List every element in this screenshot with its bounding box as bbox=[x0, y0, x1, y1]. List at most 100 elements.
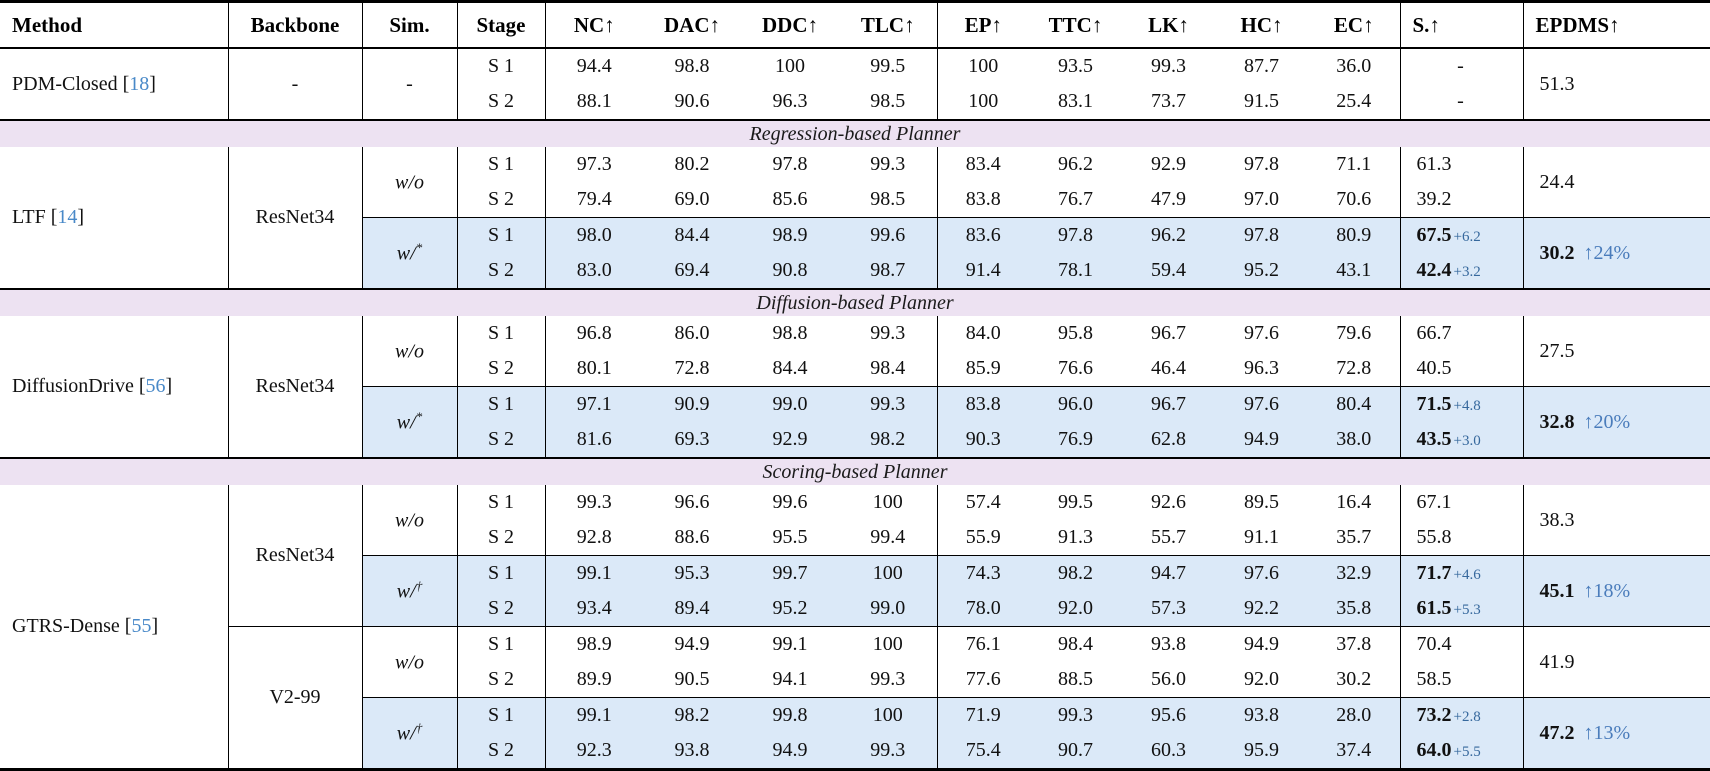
metric-cell: 96.8 bbox=[544, 316, 643, 351]
metric-cell: 98.2 bbox=[643, 697, 741, 733]
metric-cell: 78.0 bbox=[936, 591, 1029, 627]
table-row-ltf-wo-s2: S 2 79.4 69.0 85.6 98.5 83.8 76.7 47.9 9… bbox=[0, 182, 1710, 218]
metric-cell: 30.2 bbox=[1336, 668, 1372, 690]
epdms-cell: 32.8 ↑20% bbox=[1522, 386, 1710, 458]
metric-cell: 99.3 bbox=[1029, 697, 1122, 733]
metric-cell: 91.5 bbox=[1244, 90, 1279, 112]
metric-cell: 98.4 bbox=[870, 357, 906, 379]
metric-cell: 91.3 bbox=[1058, 526, 1093, 548]
metric-cell: 90.5 bbox=[674, 668, 710, 690]
metric-cell: 98.8 bbox=[772, 322, 808, 344]
metric-cell: 85.9 bbox=[936, 351, 1029, 387]
stage-cell: S 2 bbox=[456, 253, 545, 289]
table-row-dd-w-s1: w/* S 1 97.1 90.9 99.0 99.3 83.8 96.0 96… bbox=[0, 386, 1710, 458]
metric-cell: 97.6 bbox=[1215, 555, 1308, 591]
citation-link[interactable]: 18 bbox=[129, 72, 150, 95]
metric-cell: 96.6 bbox=[674, 491, 710, 513]
score-cell: 64.0 +5.5 bbox=[1399, 733, 1523, 770]
table-row-gtrs-r34-w-s1: w/† S 1 99.1 95.3 99.7 100 74.3 98.2 94.… bbox=[0, 555, 1710, 627]
citation-link[interactable]: 55 bbox=[131, 615, 152, 637]
metric-cell: 94.1 bbox=[772, 668, 808, 690]
score-cell: 40.5 bbox=[1399, 351, 1523, 387]
stage-cell: S 1 bbox=[456, 485, 545, 520]
stage-cell: S 2 bbox=[456, 733, 545, 770]
metric-cell: 100 bbox=[936, 48, 1029, 84]
metric-cell: 80.4 bbox=[1308, 386, 1400, 422]
bracket: [ bbox=[122, 72, 130, 95]
epdms-cell: 45.1 ↑18% bbox=[1522, 555, 1710, 627]
metric-cell: 93.4 bbox=[544, 591, 643, 627]
metric-cell: 92.3 bbox=[544, 733, 643, 770]
metric-cell: 89.9 bbox=[544, 662, 643, 698]
sim-cell: w/o bbox=[361, 316, 457, 387]
metric-cell: 99.6 bbox=[839, 217, 937, 253]
metric-cell: 95.8 bbox=[1058, 322, 1093, 344]
method-name: GTRS-Dense bbox=[12, 615, 120, 637]
table-row-dd-wo-s1: DiffusionDrive [56] ResNet34 w/o S 1 96.8… bbox=[0, 316, 1710, 458]
metric-cell: 91.1 bbox=[1244, 526, 1279, 548]
score-cell: 67.1 bbox=[1399, 485, 1523, 520]
section-header: Scoring-based Planner bbox=[0, 457, 1710, 485]
metric-cell: 99.3 bbox=[1151, 55, 1186, 77]
metric-cell: 100 bbox=[775, 55, 805, 77]
metric-cell: 76.9 bbox=[1029, 422, 1122, 458]
metric-cell: 98.0 bbox=[544, 217, 643, 253]
sim-cell: w/o bbox=[361, 626, 457, 698]
citation-link[interactable]: 56 bbox=[145, 375, 166, 397]
metric-cell: 55.7 bbox=[1151, 526, 1186, 548]
metric-cell: 77.6 bbox=[936, 662, 1029, 698]
sim-cell: w/† bbox=[361, 555, 457, 627]
metric-cell: 56.0 bbox=[1151, 668, 1186, 690]
backbone-cell: ResNet34 bbox=[227, 147, 362, 289]
metric-cell: 99.1 bbox=[741, 626, 839, 662]
stage-cell: S 1 bbox=[456, 217, 545, 253]
col-header-epdms: EPDMS↑ bbox=[1522, 1, 1710, 49]
metric-cell: 97.0 bbox=[1244, 188, 1279, 210]
metric-cell: 91.4 bbox=[936, 253, 1029, 289]
metric-cell: 88.6 bbox=[674, 526, 710, 548]
backbone-cell: - bbox=[227, 48, 362, 120]
metric-cell: 100 bbox=[936, 84, 1029, 120]
col-header-backbone: Backbone bbox=[227, 1, 362, 49]
metric-cell: 57.3 bbox=[1122, 591, 1215, 627]
metric-cell: 98.2 bbox=[839, 422, 937, 458]
metric-cell: 62.8 bbox=[1122, 422, 1215, 458]
metric-cell: 96.0 bbox=[1029, 386, 1122, 422]
metric-cell: 72.8 bbox=[1336, 357, 1372, 379]
metric-cell: 69.3 bbox=[643, 422, 741, 458]
metric-cell: 95.9 bbox=[1215, 733, 1308, 770]
col-header-nc: NC↑ bbox=[544, 1, 643, 49]
col-header-sim: Sim. bbox=[361, 1, 457, 49]
col-header-ec: EC↑ bbox=[1308, 1, 1400, 49]
backbone-cell: ResNet34 bbox=[227, 316, 362, 458]
method-name: LTF bbox=[12, 206, 46, 228]
metric-cell: 96.7 bbox=[1122, 386, 1215, 422]
metric-cell: 95.5 bbox=[772, 526, 808, 548]
method-cell-diffusiondrive: DiffusionDrive [56] bbox=[0, 316, 228, 458]
score-cell: 42.4 +3.2 bbox=[1399, 253, 1523, 289]
metric-cell: 97.3 bbox=[544, 147, 643, 182]
score-cell: 73.2 +2.8 bbox=[1399, 697, 1523, 733]
metric-cell: 16.4 bbox=[1336, 491, 1372, 513]
metric-cell: 98.9 bbox=[544, 626, 643, 662]
metric-cell: 71.1 bbox=[1336, 153, 1372, 175]
epdms-cell: 30.2 ↑24% bbox=[1522, 217, 1710, 289]
citation-link[interactable]: 14 bbox=[57, 206, 78, 228]
metric-cell: 97.8 bbox=[1215, 217, 1308, 253]
metric-cell: 92.0 bbox=[1244, 668, 1279, 690]
col-header-ep: EP↑ bbox=[936, 1, 1029, 49]
sim-cell: w/o bbox=[361, 147, 457, 218]
col-header-hc: HC↑ bbox=[1215, 1, 1308, 49]
method-cell-pdm: PDM-Closed [18] bbox=[0, 48, 228, 120]
stage-cell: S 1 bbox=[456, 386, 545, 422]
metric-cell: 80.9 bbox=[1308, 217, 1400, 253]
bracket: ] bbox=[149, 72, 156, 95]
metric-cell: 93.5 bbox=[1058, 55, 1093, 77]
table-row-gtrs-r34-w-s2: S 2 93.4 89.4 95.2 99.0 78.0 92.0 57.3 9… bbox=[0, 591, 1710, 627]
metric-cell: 99.5 bbox=[870, 55, 906, 77]
metric-cell: 92.6 bbox=[1151, 491, 1186, 513]
metric-cell: 83.4 bbox=[936, 147, 1029, 182]
metric-cell: 99.1 bbox=[544, 697, 643, 733]
col-header-stage: Stage bbox=[456, 1, 545, 49]
method-name: DiffusionDrive bbox=[12, 375, 134, 397]
